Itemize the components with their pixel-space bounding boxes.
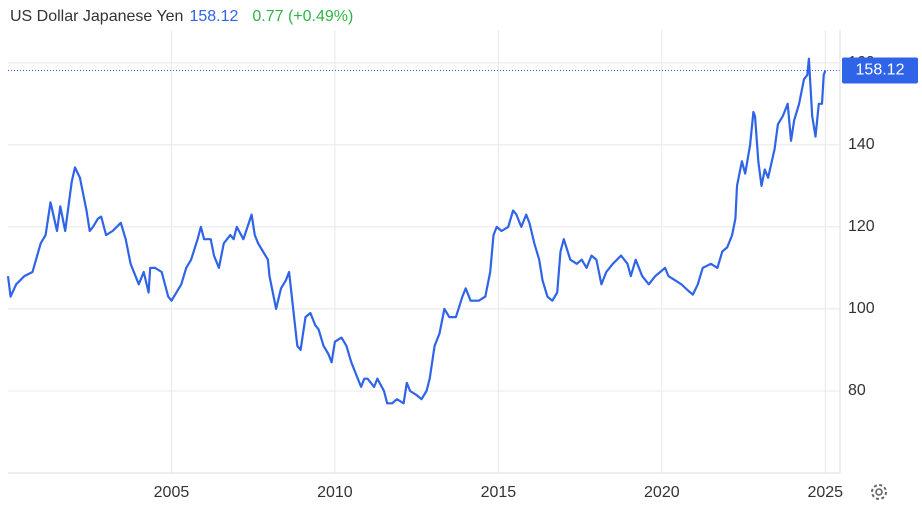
price-change: 0.77 (+0.49%): [252, 8, 353, 25]
x-tick-label: 2025: [807, 484, 843, 501]
x-tick-label: 2020: [644, 484, 680, 501]
chart-title: US Dollar Japanese Yen: [10, 8, 183, 25]
plot: 8010012014016020052010201520202025158.12: [6, 30, 918, 501]
x-tick-label: 2005: [154, 484, 190, 501]
last-price-label: 158.12: [856, 62, 905, 79]
price: 158.12: [189, 8, 238, 25]
price-line: [6, 57, 827, 405]
y-tick-label: 140: [848, 136, 875, 153]
last-price-box: [842, 57, 918, 84]
y-tick-label: 120: [848, 218, 875, 235]
y-tick-label: 100: [848, 300, 875, 317]
x-tick-label: 2010: [317, 484, 353, 501]
y-tick-label: 80: [848, 382, 866, 399]
x-tick-label: 2015: [481, 484, 517, 501]
settings-icon[interactable]: [871, 484, 887, 500]
